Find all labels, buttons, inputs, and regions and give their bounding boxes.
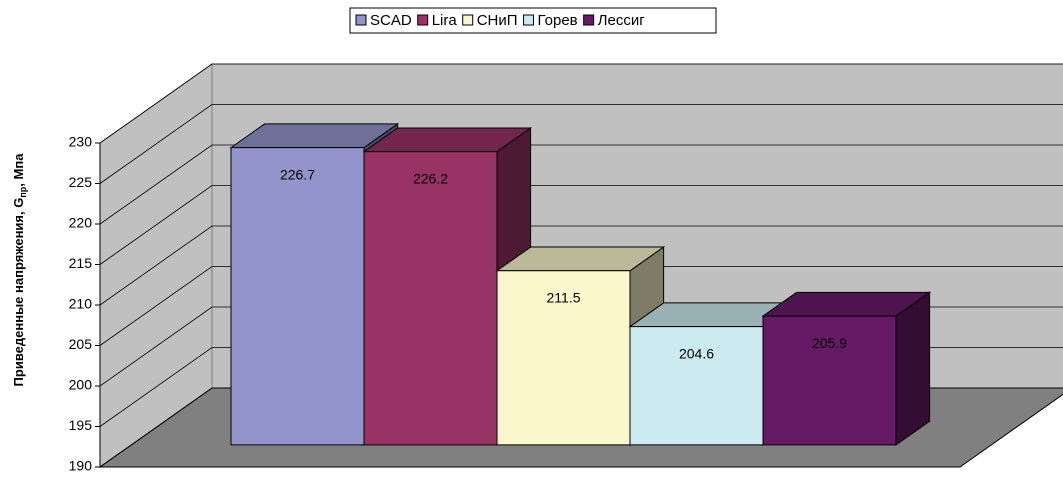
bar-front	[762, 315, 897, 446]
y-tick-label: 220	[69, 215, 93, 231]
y-tick-label: 210	[69, 296, 93, 312]
y-tick-label: 230	[69, 134, 93, 150]
bar-front	[363, 151, 498, 446]
legend-swatch	[462, 14, 474, 26]
data-label: 226.2	[413, 170, 448, 186]
bar	[495, 246, 666, 446]
bar-side	[895, 291, 931, 446]
y-tick-label: 200	[69, 377, 93, 393]
y-tick-label: 195	[69, 417, 93, 433]
grid-line	[99, 266, 1063, 346]
data-label: 205.9	[812, 335, 847, 351]
bar	[362, 126, 533, 446]
legend-swatch	[523, 14, 535, 26]
y-axis-title-sub: пр	[18, 186, 28, 197]
legend-label: СНиП	[477, 12, 518, 29]
legend-label: Лессиг	[598, 12, 646, 29]
data-label: 226.7	[280, 166, 315, 182]
legend-label: Горев	[538, 12, 578, 29]
bar-front	[629, 326, 764, 446]
data-label: 204.6	[679, 345, 714, 361]
legend-label: SCAD	[370, 12, 412, 29]
grid-line	[99, 144, 1063, 225]
grid-line	[99, 225, 1063, 306]
bar-front	[230, 147, 365, 446]
y-axis-title-main: Приведенные напряжения, G	[11, 198, 26, 387]
y-tick-label: 190	[69, 458, 93, 474]
legend-swatch	[417, 14, 429, 26]
grid-line	[99, 185, 1063, 265]
legend-swatch	[583, 14, 595, 26]
data-label: 211.5	[547, 289, 581, 305]
y-axis-title: Приведенные напряжения, Gпр, Мпа	[11, 153, 28, 387]
y-tick-label: 215	[69, 255, 93, 271]
y-axis-title-suffix: , Мпа	[11, 153, 26, 187]
bar	[761, 291, 932, 446]
grid-line	[99, 63, 1063, 144]
legend-label: Lira	[432, 12, 458, 29]
bar-front	[496, 270, 631, 446]
y-tick-label: 205	[69, 336, 93, 352]
grid-line	[99, 104, 1063, 184]
legend-swatch	[355, 14, 367, 26]
y-tick-label: 225	[69, 174, 93, 190]
